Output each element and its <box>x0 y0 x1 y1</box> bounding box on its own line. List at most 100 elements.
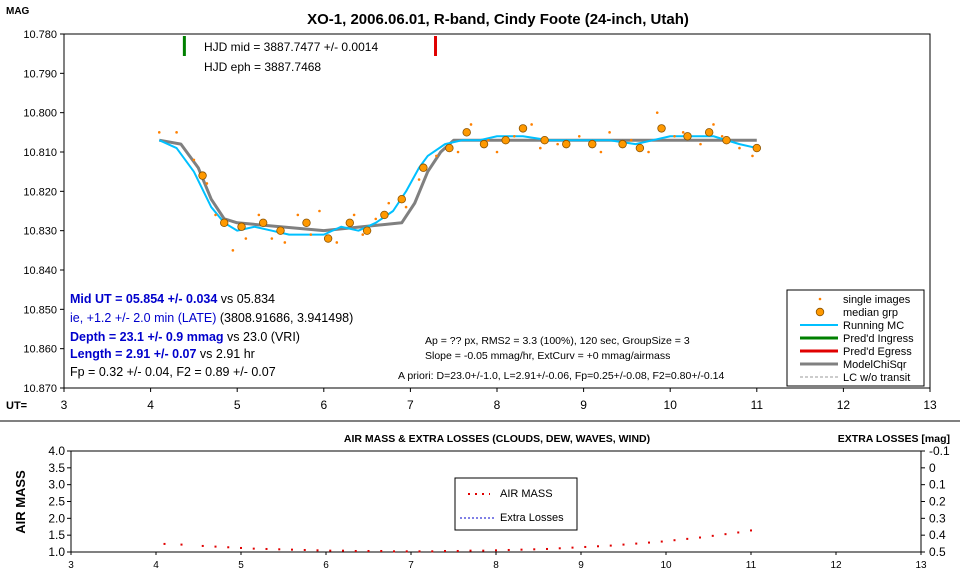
x-tick-label: 13 <box>923 398 937 412</box>
median-group-point <box>518 124 528 133</box>
bottom-x-tick-labels: 3 4 5 6 7 8 9 10 11 12 13 <box>68 552 927 571</box>
median-group-point <box>345 218 354 227</box>
median-group-point <box>302 218 311 227</box>
median-group-point <box>752 143 761 153</box>
air-mass-point <box>367 549 370 552</box>
single-image-point <box>244 237 248 240</box>
air-mass-point <box>354 549 357 552</box>
bottom-x-tick-label: 10 <box>660 560 672 571</box>
single-image-point <box>435 154 438 158</box>
chart-title: XO-1, 2006.06.01, R-band, Cindy Foote (2… <box>307 11 689 28</box>
legend-median-grp: median grp <box>843 307 898 319</box>
single-image-point <box>157 131 161 134</box>
air-mass-tick-label: 2.5 <box>48 495 65 509</box>
air-mass-axis-title: AIR MASS <box>13 470 28 534</box>
legend-single-images-marker <box>818 297 822 301</box>
ie-ephemeris: (3808.91686, 3.941498) <box>216 311 353 325</box>
bottom-legend-extra: Extra Losses <box>500 512 564 524</box>
median-group-point <box>198 171 207 180</box>
legend-egress: Pred'd Egress <box>843 346 912 358</box>
legend-ingress: Pred'd Ingress <box>843 333 914 345</box>
depth-value: Depth = 23.1 +/- 0.9 mmag <box>70 330 224 344</box>
single-image-point <box>257 213 261 217</box>
single-image-point <box>361 233 365 236</box>
air-mass-point <box>699 536 701 539</box>
model-chisqr-line <box>158 138 757 233</box>
median-group-point <box>683 132 692 141</box>
x-axis-label: UT= <box>6 400 27 412</box>
single-image-point <box>608 131 611 134</box>
bottom-x-tick-label: 3 <box>68 560 74 571</box>
air-mass-point <box>393 550 395 553</box>
median-group-point <box>722 135 731 145</box>
median-group-point <box>323 234 333 243</box>
y-tick-label: 10.850 <box>23 304 57 316</box>
x-tick-label: 11 <box>751 398 764 412</box>
median-group-point <box>618 139 627 149</box>
x-tick-label: 10 <box>664 398 678 412</box>
bottom-x-tick-label: 7 <box>408 560 414 571</box>
single-image-point <box>699 142 702 146</box>
ie-value: ie, +1.2 +/- 2.0 min (LATE) <box>70 311 216 325</box>
air-mass-point <box>180 543 183 546</box>
x-tick-label: 8 <box>494 398 501 412</box>
bottom-legend-box <box>454 477 578 531</box>
air-mass-point <box>711 534 714 537</box>
single-image-point <box>352 213 356 217</box>
ie-line: ie, +1.2 +/- 2.0 min (LATE) (3808.91686,… <box>70 311 353 325</box>
single-image-point <box>469 123 473 126</box>
air-mass-point <box>456 549 459 552</box>
single-image-point <box>387 201 391 205</box>
air-mass-point <box>278 548 281 551</box>
air-mass-tick-label: 1.0 <box>48 545 65 559</box>
air-mass-point <box>635 542 638 545</box>
air-mass-point <box>342 549 344 552</box>
air-mass-point <box>686 537 689 540</box>
y-tick-label: 10.870 <box>23 383 57 395</box>
hjd-eph-text: HJD eph = 3887.7468 <box>204 60 321 74</box>
air-mass-point <box>227 546 230 549</box>
mid-ut-line: Mid UT = 05.854 +/- 0.034 vs 05.834 <box>70 292 275 306</box>
bottom-chart-title: AIR MASS & EXTRA LOSSES (CLOUDS, DEW, WA… <box>344 433 650 445</box>
single-image-point <box>214 213 217 217</box>
legend-running-mc: Running MC <box>843 320 904 332</box>
x-tick-label: 12 <box>837 398 851 412</box>
median-group-point <box>276 226 285 235</box>
air-mass-point <box>507 548 510 551</box>
air-mass-point <box>571 546 574 549</box>
single-image-point <box>456 150 460 154</box>
median-group-point <box>397 194 406 204</box>
x-tick-label: 3 <box>61 398 68 412</box>
air-mass-point <box>469 549 472 552</box>
bottom-x-tick-label: 11 <box>746 560 757 571</box>
single-image-point <box>673 134 676 138</box>
single-image-point <box>712 123 715 126</box>
air-mass-tick-label: 1.5 <box>48 528 65 542</box>
y-tick-label: 10.780 <box>23 29 57 41</box>
y-tick-label: 10.810 <box>23 147 57 159</box>
y-tick-labels: 10.780 10.790 10.800 10.810 10.820 10.830 10.8… <box>23 29 64 395</box>
single-image-point <box>404 205 408 209</box>
depth-compare: vs 23.0 (VRI) <box>224 330 300 344</box>
air-mass-point <box>482 549 485 552</box>
air-mass-point <box>520 548 523 551</box>
air-mass-point <box>584 545 587 548</box>
y-tick-label: 10.830 <box>23 226 57 238</box>
median-group-point <box>220 218 229 227</box>
air-mass-point <box>622 543 625 546</box>
air-mass-tick-label: 2.0 <box>48 511 65 525</box>
extra-losses-axis-title: EXTRA LOSSES [mag] <box>838 433 950 445</box>
air-mass-point <box>673 539 676 542</box>
fit-info-line-3: A priori: D=23.0+/-1.0, L=2.91+/-0.06, F… <box>398 370 724 382</box>
air-mass-point <box>329 549 332 552</box>
single-image-point <box>231 249 235 252</box>
median-group-point <box>419 163 428 172</box>
median-group-point <box>501 135 510 145</box>
air-mass-point <box>163 542 166 545</box>
air-mass-point <box>214 545 217 548</box>
median-group-point <box>462 128 471 137</box>
median-group-point <box>657 124 666 133</box>
median-group-point <box>237 222 246 231</box>
air-mass-point <box>495 549 497 552</box>
